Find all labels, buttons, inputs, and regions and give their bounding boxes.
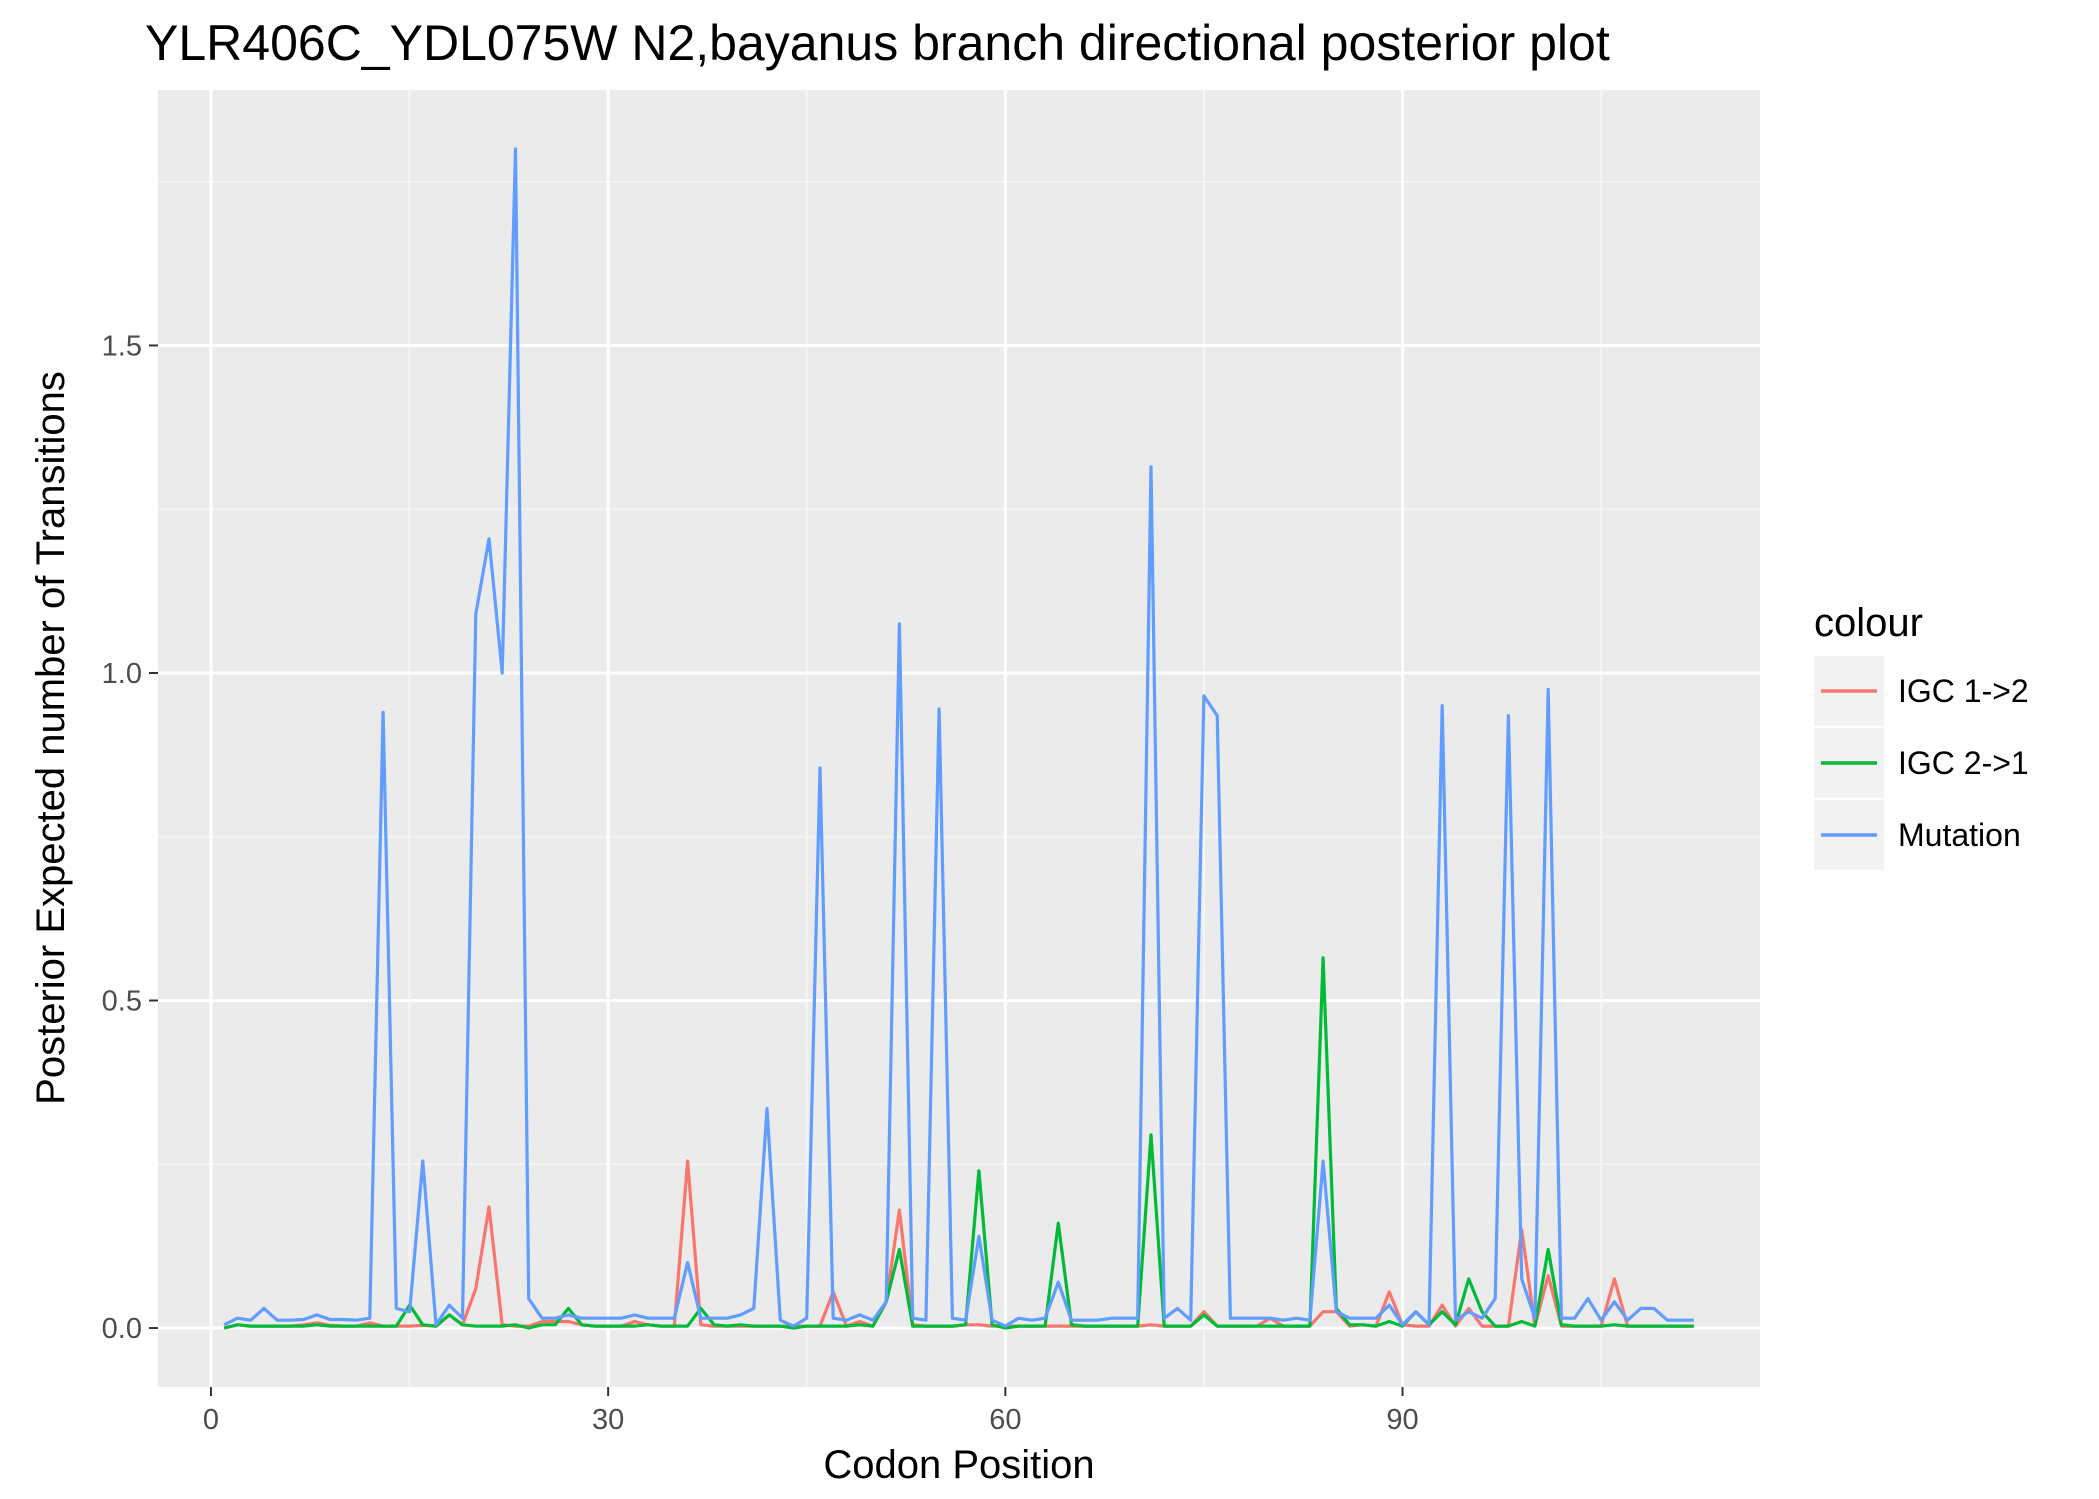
legend-label: IGC 2->1: [1898, 745, 2029, 781]
y-tick-label: 0.0: [102, 1313, 142, 1345]
y-tick-label: 1.0: [102, 658, 142, 690]
x-tick-label: 90: [1386, 1404, 1418, 1436]
x-axis: 0 30 60 90: [203, 1387, 1419, 1436]
y-axis-title: Posterior Expected number of Transitions: [29, 371, 73, 1105]
legend-item: Mutation: [1814, 800, 2021, 870]
series-line-2: [223, 956, 1694, 1330]
legend-item: IGC 1->2: [1814, 656, 2029, 726]
legend-title: colour: [1814, 601, 1923, 645]
series-lines: [223, 147, 1694, 1330]
x-tick-label: 30: [592, 1404, 624, 1436]
chart-title: YLR406C_YDL075W N2,bayanus branch direct…: [145, 15, 1610, 71]
series-line-3: [223, 147, 1694, 1328]
y-tick-label: 1.5: [102, 330, 142, 362]
y-tick-label: 0.5: [102, 986, 142, 1018]
legend: IGC 1->2 IGC 2->1 Mutation: [1814, 656, 2029, 870]
legend-item: IGC 2->1: [1814, 728, 2029, 798]
legend-label: IGC 1->2: [1898, 673, 2029, 709]
major-gridlines: [158, 90, 1760, 1387]
x-tick-label: 60: [989, 1404, 1021, 1436]
x-tick-label: 0: [203, 1404, 219, 1436]
y-axis: 0.0 0.5 1.0 1.5: [102, 330, 158, 1345]
legend-label: Mutation: [1898, 817, 2021, 853]
x-axis-title: Codon Position: [823, 1443, 1094, 1487]
